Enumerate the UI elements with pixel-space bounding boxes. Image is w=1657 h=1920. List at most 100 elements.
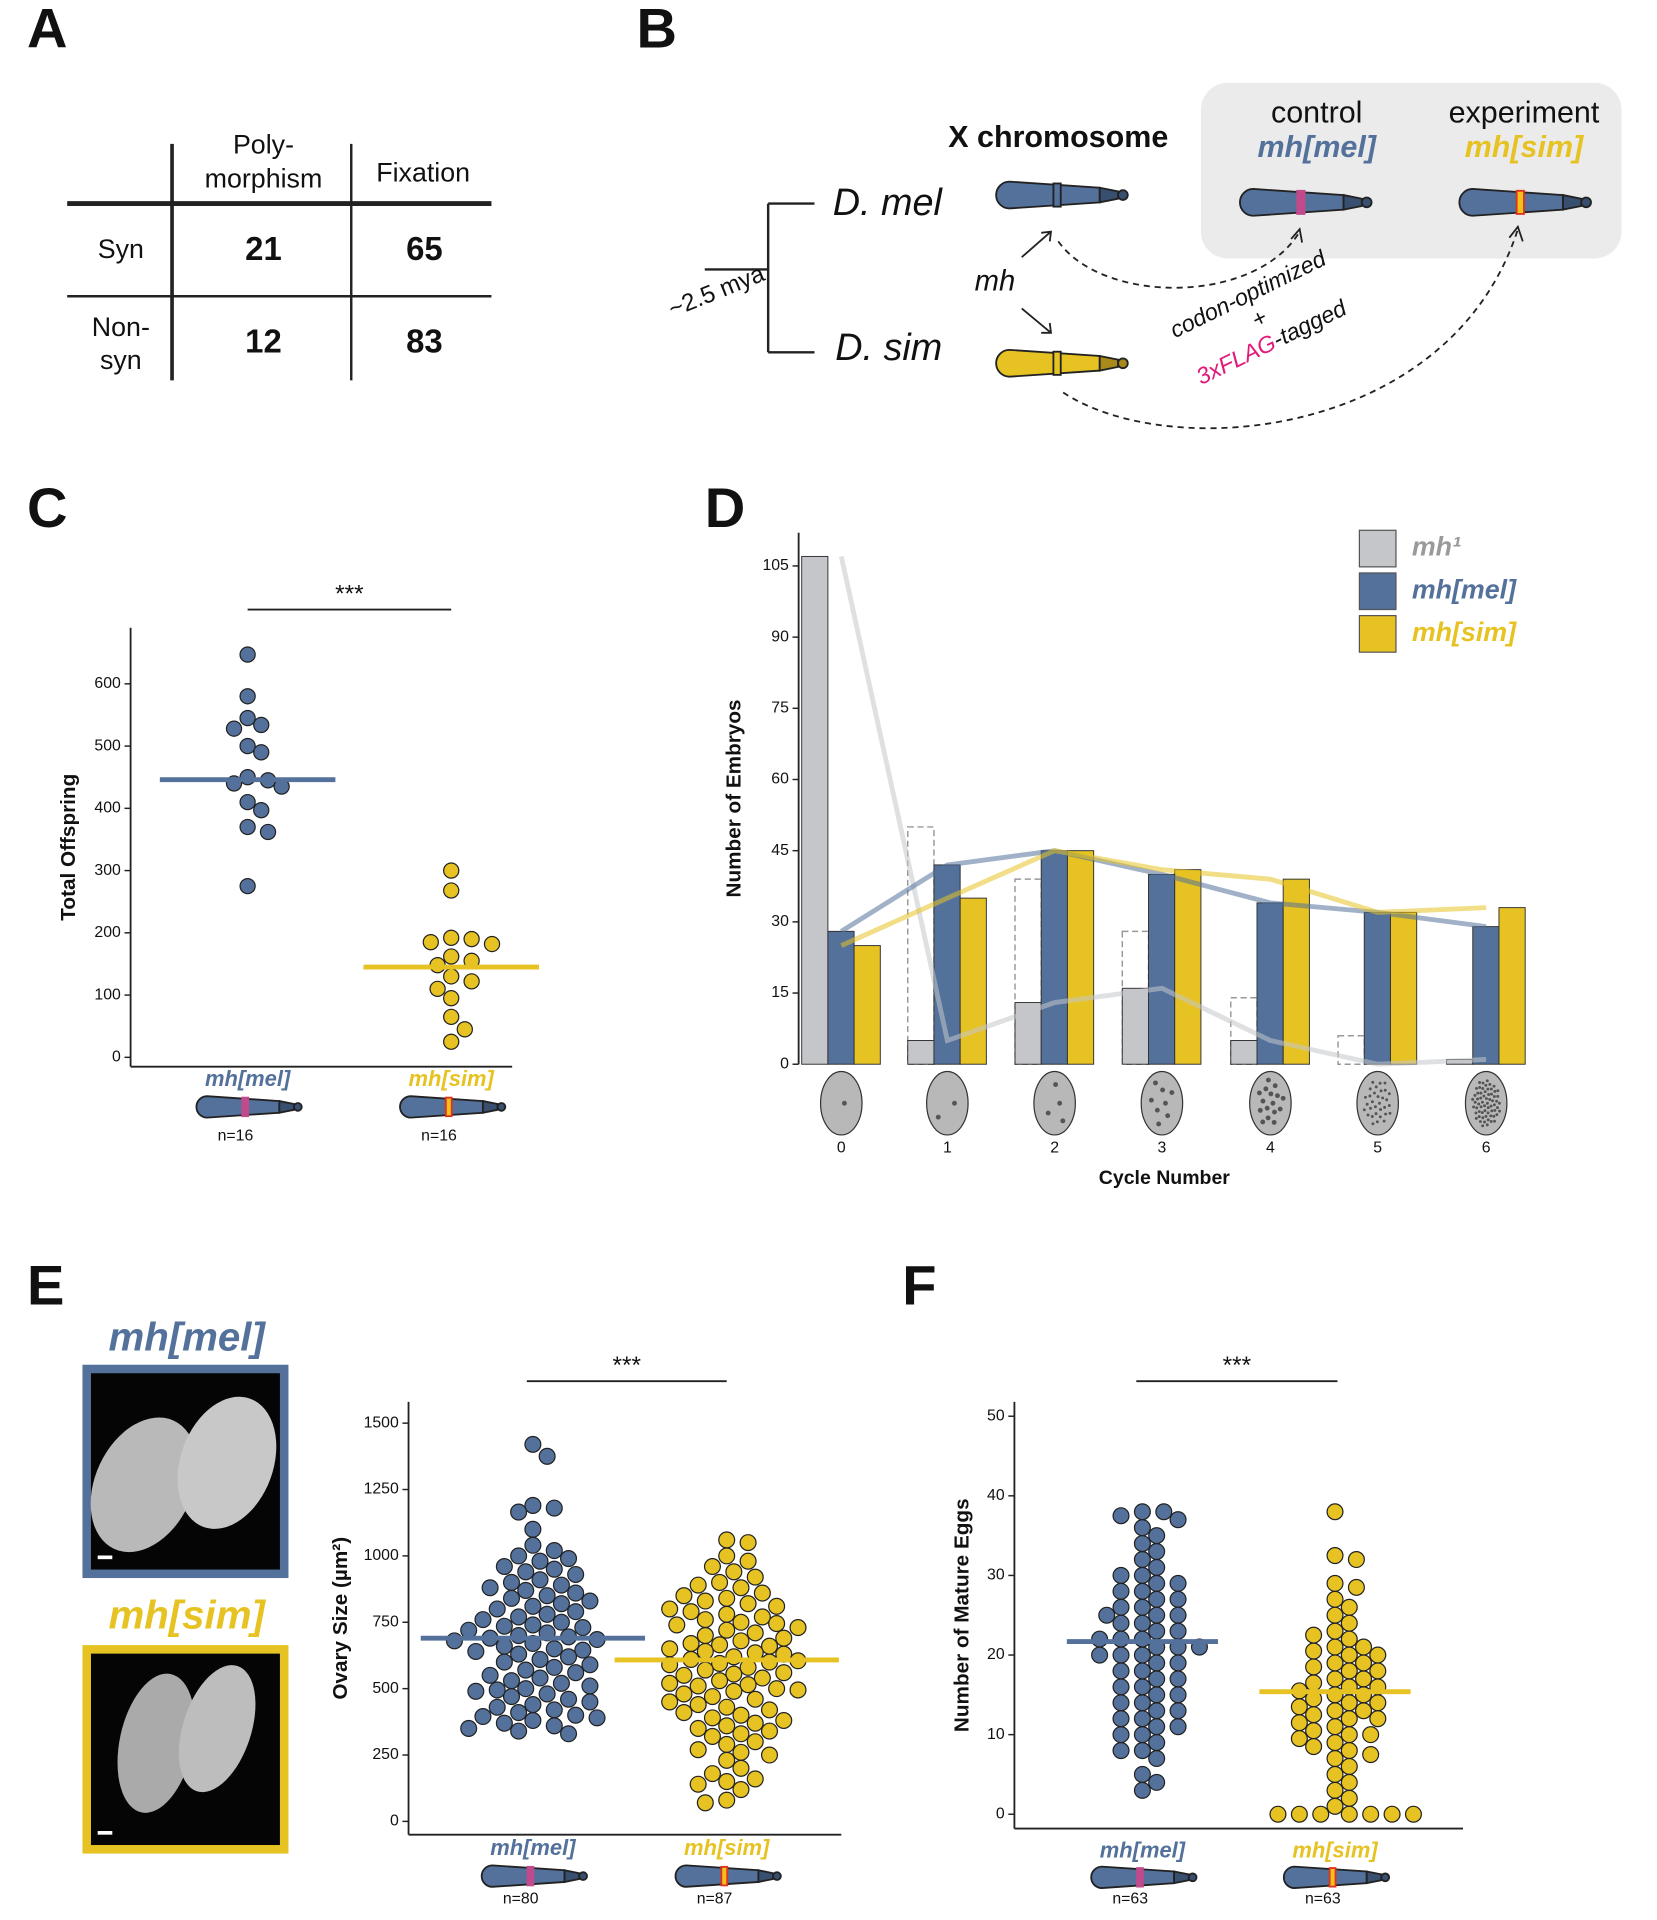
nucleus bbox=[1485, 1079, 1489, 1083]
data-point bbox=[552, 1674, 570, 1692]
nucleus bbox=[1384, 1112, 1388, 1116]
nucleus bbox=[1473, 1100, 1477, 1104]
y-axis-title: Number of Embryos bbox=[723, 699, 746, 897]
data-point bbox=[467, 1642, 485, 1661]
data-point bbox=[517, 1680, 535, 1698]
nucleus bbox=[1479, 1091, 1483, 1095]
data-point bbox=[725, 1682, 743, 1700]
tag: 3xFLAG bbox=[1192, 329, 1280, 390]
sample-size: n=87 bbox=[697, 1890, 733, 1907]
data-point bbox=[1347, 1550, 1365, 1569]
column-header: morphism bbox=[205, 163, 323, 193]
nucleus bbox=[1483, 1120, 1487, 1124]
ovary bbox=[90, 1417, 198, 1553]
data-point bbox=[789, 1681, 807, 1699]
nucleus bbox=[1486, 1087, 1490, 1091]
panel-label: E bbox=[27, 1254, 64, 1317]
nucleus bbox=[1370, 1100, 1374, 1104]
y-tick-label: 200 bbox=[94, 924, 121, 941]
nucleus bbox=[1488, 1082, 1492, 1086]
nucleus bbox=[1057, 1100, 1063, 1106]
data-point bbox=[1133, 1550, 1151, 1569]
data-point bbox=[239, 818, 256, 836]
data-point bbox=[1355, 1654, 1373, 1672]
data-point bbox=[463, 973, 480, 990]
data-point bbox=[443, 862, 460, 879]
dashed-bar bbox=[907, 826, 935, 1065]
data-point bbox=[1340, 1598, 1358, 1616]
y-tick-label: 1000 bbox=[364, 1547, 399, 1564]
nucleus bbox=[1268, 1091, 1274, 1097]
bar bbox=[959, 897, 987, 1065]
data-point bbox=[467, 1682, 485, 1700]
nucleus bbox=[1488, 1098, 1492, 1101]
panel-label: F bbox=[902, 1254, 936, 1317]
data-point bbox=[739, 1676, 757, 1694]
data-point bbox=[1369, 1710, 1387, 1728]
arrowhead bbox=[1290, 227, 1303, 243]
species: D. mel bbox=[833, 182, 944, 224]
y-tick-label: 30 bbox=[987, 1567, 1005, 1584]
data-point bbox=[1148, 1622, 1166, 1640]
data-point bbox=[1369, 1694, 1387, 1712]
data-point bbox=[711, 1573, 729, 1591]
bar bbox=[1389, 911, 1418, 1065]
x-tick-label: 5 bbox=[1373, 1140, 1382, 1157]
nucleus bbox=[1484, 1097, 1488, 1101]
data-point bbox=[422, 934, 439, 951]
y-tick-label: 50 bbox=[987, 1407, 1005, 1424]
data-point bbox=[760, 1701, 779, 1719]
data-point bbox=[1169, 1511, 1187, 1529]
data-point bbox=[746, 1568, 764, 1586]
chromosome-tip bbox=[1562, 193, 1583, 211]
nucleus bbox=[1476, 1097, 1479, 1101]
nucleus bbox=[1483, 1109, 1487, 1113]
data-point bbox=[1404, 1805, 1422, 1823]
nucleus bbox=[1383, 1088, 1387, 1092]
data-point bbox=[502, 1589, 521, 1607]
data-point bbox=[1269, 1805, 1287, 1823]
data-point bbox=[510, 1722, 528, 1740]
row-header: Syn bbox=[98, 234, 144, 264]
telomere bbox=[1187, 1872, 1198, 1883]
data-point bbox=[1148, 1718, 1166, 1736]
data-point bbox=[1340, 1662, 1358, 1680]
data-point bbox=[1133, 1678, 1151, 1696]
x-axis-title: Cycle Number bbox=[1099, 1167, 1231, 1189]
data-point bbox=[696, 1592, 714, 1610]
data-point bbox=[531, 1669, 549, 1687]
data-point bbox=[445, 1632, 463, 1650]
nucleus bbox=[1496, 1094, 1500, 1098]
nucleus bbox=[1154, 1107, 1160, 1113]
y-tick-label: 100 bbox=[94, 986, 121, 1003]
nucleus bbox=[1376, 1095, 1380, 1099]
data-point bbox=[696, 1627, 714, 1645]
nucleus bbox=[1496, 1106, 1499, 1110]
nucleus bbox=[1370, 1114, 1374, 1118]
y-tick-label: 15 bbox=[771, 984, 789, 1001]
data-point bbox=[746, 1770, 764, 1788]
data-point bbox=[675, 1685, 693, 1703]
data-point bbox=[1340, 1646, 1358, 1664]
gene-band bbox=[1052, 182, 1062, 208]
gene-band bbox=[526, 1865, 535, 1887]
sample-size: n=16 bbox=[421, 1127, 457, 1144]
data-point bbox=[456, 1021, 473, 1038]
data-point bbox=[510, 1704, 528, 1722]
data-point bbox=[1133, 1582, 1151, 1600]
data-point bbox=[1326, 1654, 1344, 1672]
nucleus bbox=[1383, 1105, 1387, 1109]
scale-bar bbox=[97, 1831, 113, 1835]
arrow bbox=[1021, 230, 1053, 334]
data-point bbox=[1112, 1662, 1130, 1680]
data-point bbox=[1112, 1646, 1130, 1664]
data-point bbox=[1326, 1638, 1344, 1656]
data-point bbox=[1340, 1757, 1358, 1776]
construct-role: control bbox=[1271, 96, 1362, 130]
data-point bbox=[1340, 1694, 1358, 1712]
nucleus bbox=[1481, 1086, 1485, 1090]
bar bbox=[1230, 1040, 1258, 1065]
data-point bbox=[661, 1600, 679, 1618]
nucleus bbox=[1382, 1119, 1386, 1123]
chromosome-body bbox=[1282, 1865, 1368, 1889]
